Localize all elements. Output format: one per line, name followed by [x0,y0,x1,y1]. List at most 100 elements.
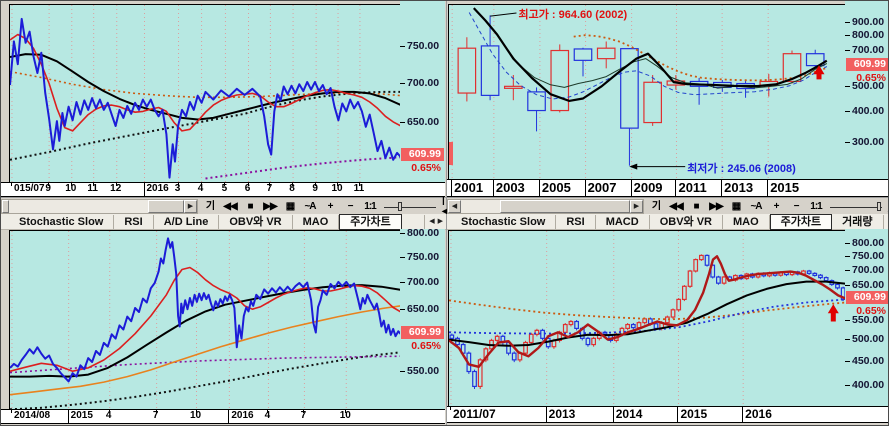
tab-right-3[interactable]: OBV와 VR [650,214,723,229]
x-tick [449,407,451,410]
up-arrow-marker [813,65,825,80]
weekly-candle-chart-plot[interactable] [448,230,847,408]
y-tick-label: 750.00 [407,250,440,263]
tab-left-4[interactable]: MAO [293,214,340,229]
daily-price-chart-2yr-canvas[interactable] [10,231,401,410]
chart-scrollbar[interactable]: ◀ ▶ [447,198,644,214]
tab-right-2[interactable]: MACD [596,214,650,229]
scrollbar-thumb[interactable] [500,199,630,213]
period-mode-button[interactable]: 기 [651,200,661,212]
tab-left-5[interactable]: 주가차트 [339,213,402,230]
y-tick-label: 800.00 [852,236,885,249]
tab-scroll-right[interactable]: ▶ [437,217,443,225]
scrollbar-right-arrow[interactable]: ▶ [184,199,197,213]
slider-handle[interactable] [877,201,882,211]
x-tick-label: 2014 [615,407,643,421]
x-tick [292,183,294,186]
tab-right-5[interactable]: 주가차트 [769,213,833,230]
scrollbar-thumb[interactable] [148,199,184,213]
axis-corner [400,182,445,197]
daily-price-chart-plot[interactable] [9,4,402,184]
y-tick-label: 300.00 [852,136,885,149]
trendline-tool-icon[interactable]: ~A [750,200,762,212]
zoom-out-button[interactable]: − [347,200,354,212]
tab-left-1[interactable]: RSI [114,214,154,229]
fast-forward-button[interactable]: ▶▶ [263,200,277,212]
ma-red [10,33,401,132]
y-tick-label: 900.00 [852,15,885,28]
tab-left-0[interactable]: Stochastic Slow [9,214,115,229]
tab-right-1[interactable]: RSI [556,214,596,229]
chart-settings-icon[interactable]: ▦ [285,200,295,212]
yearly-candle-chart-plot[interactable]: 최고가 : 964.60 (2002) 최저가 : 245.06 (2008) [448,4,847,181]
fast-backward-button[interactable]: ◀◀ [669,200,683,212]
zoom-in-button[interactable]: + [773,200,780,212]
daily-price-chart-canvas[interactable] [10,5,401,183]
x-tick-label: 4 [105,410,112,421]
tab-left-2[interactable]: A/D Line [154,214,220,229]
x-tick-label: 7 [300,410,307,421]
y-tick [400,232,405,234]
stop-button[interactable]: ■ [693,200,699,212]
y-tick [845,285,850,287]
y-tick [400,281,405,283]
x-tick [115,183,117,186]
fast-forward-button[interactable]: ▶▶ [709,200,723,212]
slider-handle[interactable] [397,201,402,211]
stop-button[interactable]: ■ [247,200,253,212]
tab-left-3[interactable]: OBV와 VR [219,214,293,229]
chart-scrollbar[interactable]: ▶ [1,198,198,214]
weekly-candle-chart-canvas[interactable] [449,231,846,407]
current-price-badge: 609.99 [401,148,444,162]
x-tick-label: 12 [110,183,122,194]
tab-right-0[interactable]: Stochastic Slow [451,214,557,229]
tab-scroll-left[interactable]: ◀ [429,217,435,225]
scrollbar-stub[interactable] [2,199,9,213]
trendline-tool-icon[interactable]: ~A [304,200,316,212]
zoom-in-button[interactable]: + [327,200,334,212]
y-tick [400,46,405,48]
highest-price-annotation: 최고가 : 964.60 (2002) [518,9,628,22]
x-tick-label: 2016 [231,410,254,421]
weekly-candle-chart-xaxis: 2011/07 2013 2014 2015 2016 [447,406,845,423]
panel-divider [446,1,447,425]
fast-backward-button[interactable]: ◀◀ [223,200,237,212]
x-tick [315,183,317,186]
gridlines [11,5,361,183]
x-major-tick [538,180,540,196]
x-tick-label: 2003 [495,180,525,195]
go-start-button[interactable]: |◀ [442,195,450,217]
zoom-slider[interactable] [382,199,438,214]
tab-right-6[interactable]: 거래량 [832,214,884,229]
scrollbar-right-arrow[interactable]: ▶ [630,199,643,213]
zoom-slider[interactable] [828,199,884,214]
tab-right-4[interactable]: MAO [723,214,770,229]
zoom-out-button[interactable]: − [793,200,800,212]
y-tick [845,270,850,272]
yearly-candle-chart-canvas[interactable] [449,5,846,180]
y-tick [845,21,850,23]
y-tick [845,142,850,144]
x-major-tick [451,180,453,196]
x-tick-label: 2015 [770,180,800,195]
x-major-tick [742,407,744,422]
x-tick [337,183,339,186]
y-tick-label: 700.00 [407,76,440,89]
chart-toolbar-right: ◀▶기◀◀■▶▶▦~A+−1:1|◀▶| [447,197,888,214]
y-tick-label: 650.00 [407,115,440,128]
daily-price-chart-2yr-plot[interactable] [9,230,402,411]
x-tick-label: 2007 [587,180,617,195]
y-tick [400,309,405,311]
y-tick-label: 650.00 [407,303,440,316]
y-tick-label: 450.00 [852,355,885,368]
change-percent-label: 0.65% [856,71,886,84]
chart-settings-icon[interactable]: ▦ [731,200,741,212]
y-tick-label: 650.00 [852,279,885,292]
period-mode-button[interactable]: 기 [205,200,215,212]
one-to-one-button[interactable]: 1:1 [810,200,822,212]
y-tick [400,370,405,372]
scrollbar-left-arrow[interactable]: ◀ [448,199,461,213]
one-to-one-button[interactable]: 1:1 [364,200,376,212]
y-tick [845,110,850,112]
